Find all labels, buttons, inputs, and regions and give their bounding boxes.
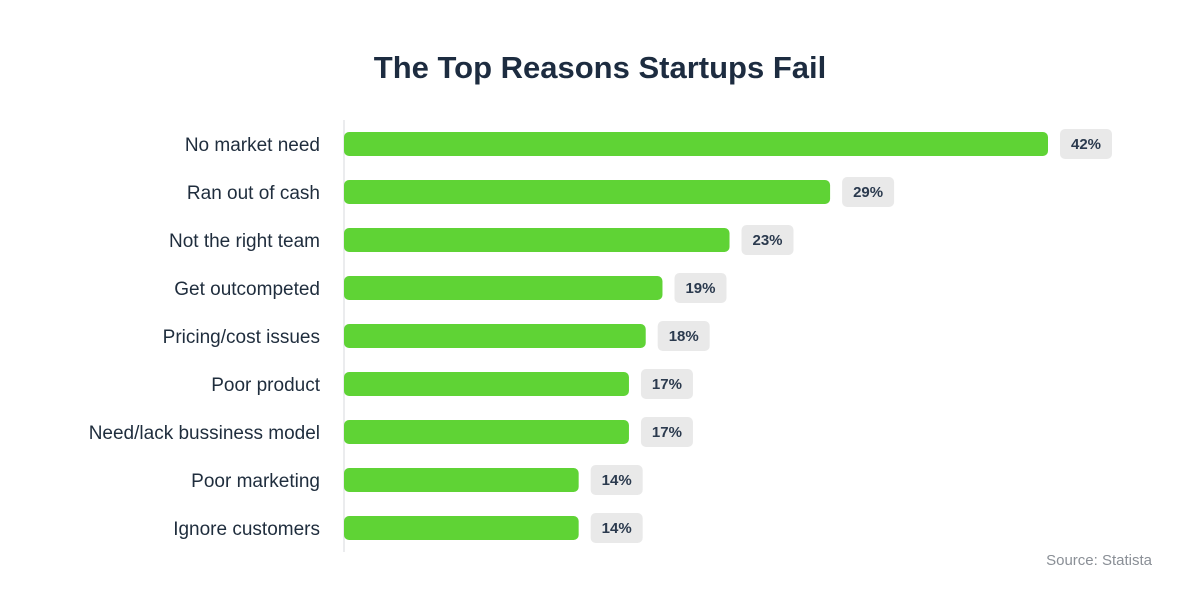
bar [344,372,629,396]
value-label: 19% [685,280,715,297]
category-label: Not the right team [169,231,320,252]
value-label-box [657,321,710,351]
category-label: Need/lack bussiness model [89,423,320,444]
category-label: Ignore customers [173,519,320,540]
value-label-box [590,513,643,543]
source-note: Source: Statista [1046,552,1152,569]
value-label: 14% [602,472,632,489]
value-label: 17% [652,424,682,441]
chart-title: The Top Reasons Startups Fail [373,50,827,85]
category-label: No market need [185,135,320,156]
value-label: 17% [652,376,682,393]
value-label: 42% [1071,136,1101,153]
bar [344,468,579,492]
category-label: Ran out of cash [187,183,320,204]
value-label: 18% [669,328,699,345]
value-label-box [590,465,643,495]
value-label-box [842,177,895,207]
bar [344,324,646,348]
value-label-box [741,225,794,255]
value-label-box [674,273,727,303]
bar [344,180,831,204]
value-label-box [640,417,693,447]
bar [344,132,1048,156]
category-label: Get outcompeted [174,279,320,300]
value-label-box [640,369,693,399]
category-label: Poor product [211,375,321,396]
category-label: Poor marketing [191,471,320,492]
category-label: Pricing/cost issues [163,327,320,348]
value-label: 29% [853,184,883,201]
bar [344,420,629,444]
bar [344,228,730,252]
value-label: 14% [602,520,632,537]
bar [344,516,579,540]
value-label-box [1060,129,1112,159]
bar [344,276,663,300]
value-label: 23% [753,232,783,249]
